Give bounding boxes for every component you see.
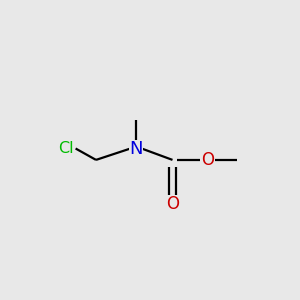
Text: Cl: Cl — [58, 141, 74, 156]
Text: O: O — [166, 195, 179, 213]
Text: N: N — [129, 140, 143, 158]
Text: O: O — [201, 151, 214, 169]
